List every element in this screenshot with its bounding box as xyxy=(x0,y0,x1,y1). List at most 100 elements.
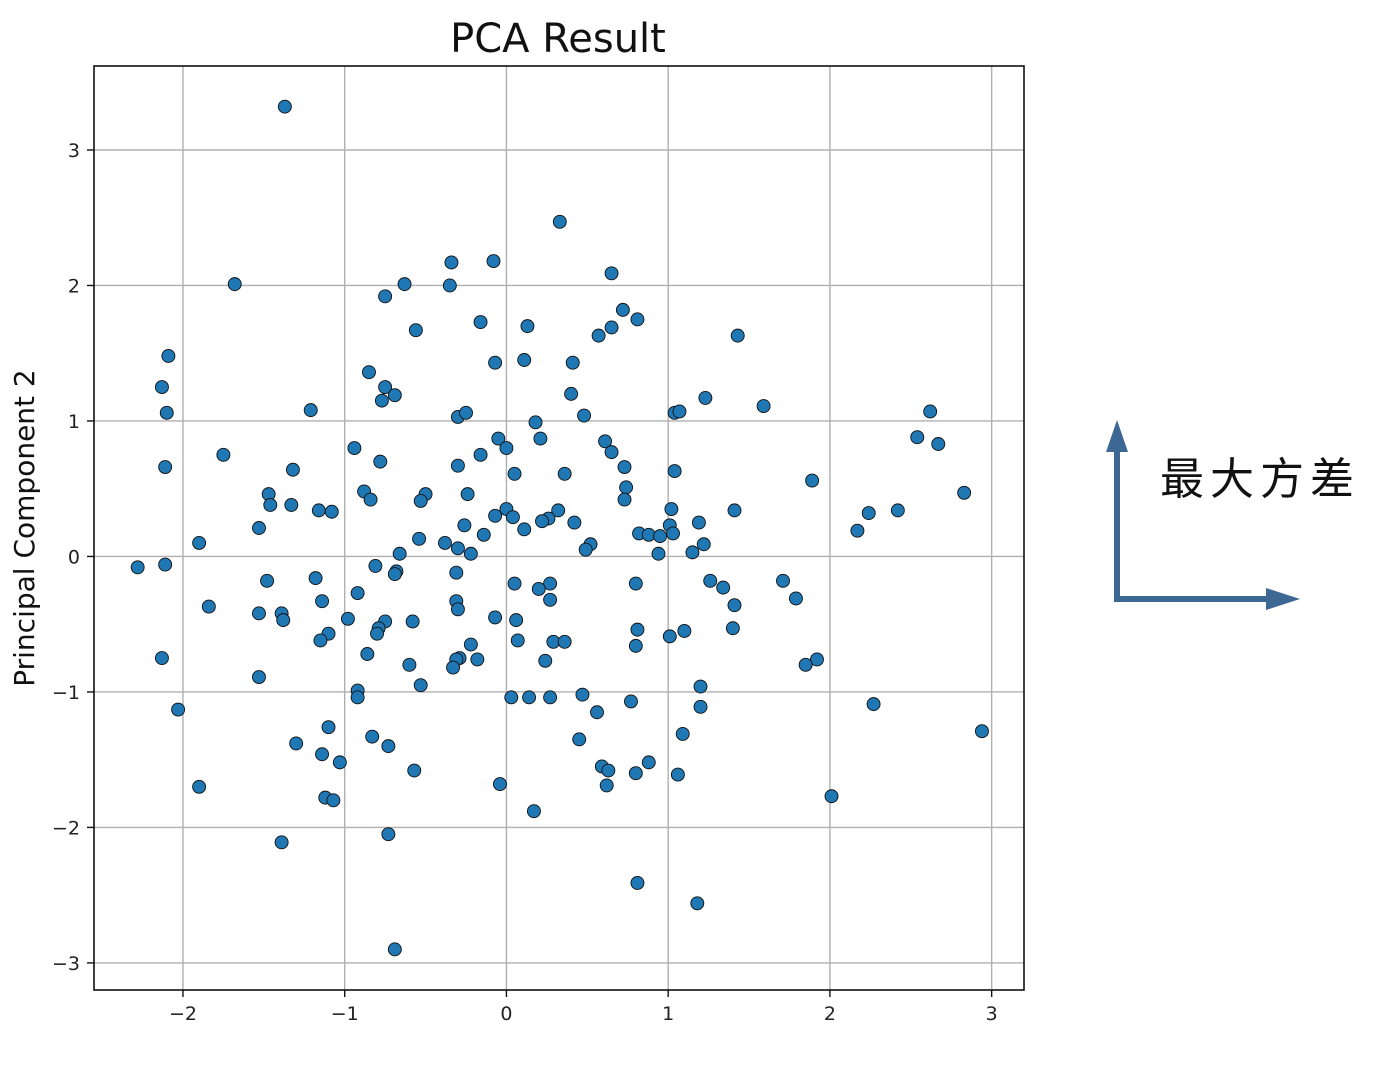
data-point xyxy=(672,404,687,419)
data-point xyxy=(407,763,422,778)
data-point xyxy=(507,466,522,481)
data-point xyxy=(628,766,643,781)
scatter-points xyxy=(130,99,989,957)
data-point xyxy=(360,647,375,661)
data-point xyxy=(528,415,543,430)
data-point xyxy=(604,445,619,460)
y-tick-label: 3 xyxy=(68,140,80,162)
data-point xyxy=(535,514,549,529)
data-point xyxy=(619,480,634,495)
data-point xyxy=(522,690,537,705)
data-point xyxy=(693,699,708,714)
data-point xyxy=(598,434,613,449)
plot-area-frame xyxy=(93,65,1025,991)
data-point xyxy=(662,629,677,644)
data-point xyxy=(866,697,881,712)
data-point xyxy=(504,690,519,705)
data-point xyxy=(824,789,839,804)
data-point xyxy=(798,657,813,672)
data-point xyxy=(599,778,614,793)
data-point xyxy=(488,508,503,523)
data-point xyxy=(405,614,420,629)
data-point xyxy=(651,546,666,561)
data-point xyxy=(727,503,742,518)
data-point xyxy=(493,777,507,792)
y-axis-ticks: −3 −2 −1 0 1 2 3 xyxy=(52,140,94,975)
data-point xyxy=(624,694,638,709)
y-axis-label: Principal Component 2 xyxy=(8,369,41,687)
data-point xyxy=(666,526,680,541)
data-point xyxy=(284,498,299,512)
data-point xyxy=(499,441,514,456)
data-point xyxy=(303,403,318,418)
data-point xyxy=(517,353,532,367)
data-point xyxy=(509,613,524,628)
data-point xyxy=(321,720,336,735)
data-point xyxy=(457,518,472,533)
y-tick-label: −2 xyxy=(52,817,80,839)
data-point xyxy=(402,657,417,672)
data-point xyxy=(470,652,485,667)
data-point xyxy=(505,510,520,525)
data-point xyxy=(727,598,742,613)
data-point xyxy=(572,732,587,747)
data-point xyxy=(703,573,718,588)
x-tick-label: 0 xyxy=(500,1003,512,1025)
data-point xyxy=(517,522,532,537)
data-point xyxy=(159,405,174,420)
data-point xyxy=(350,586,365,600)
data-point xyxy=(446,660,461,675)
data-point xyxy=(201,599,216,614)
y-tick-label: −1 xyxy=(52,682,80,704)
data-point xyxy=(575,687,590,702)
data-point xyxy=(378,380,393,395)
data-point xyxy=(392,546,407,561)
data-point xyxy=(277,99,292,114)
data-point xyxy=(615,302,630,317)
data-point xyxy=(313,633,328,648)
data-point xyxy=(543,592,558,607)
data-point xyxy=(675,726,690,741)
variance-arrow-diagram: 最大方差 xyxy=(1106,420,1354,610)
data-point xyxy=(252,521,266,535)
data-point xyxy=(324,504,339,519)
data-point xyxy=(923,404,938,419)
data-point xyxy=(590,705,604,720)
data-point xyxy=(340,611,355,626)
data-point xyxy=(130,560,145,575)
data-point xyxy=(507,576,522,591)
data-point xyxy=(463,546,478,561)
data-point xyxy=(473,315,488,330)
data-point xyxy=(730,328,745,343)
data-point xyxy=(577,408,592,423)
x-tick-label: 1 xyxy=(662,1003,674,1025)
data-point xyxy=(311,503,326,518)
data-point xyxy=(450,458,465,473)
data-point xyxy=(450,541,465,556)
up-arrowhead xyxy=(1106,420,1128,452)
data-point xyxy=(557,634,572,649)
data-point xyxy=(252,670,266,684)
data-point xyxy=(378,289,393,304)
data-point xyxy=(413,678,428,693)
data-point xyxy=(252,606,266,621)
data-point xyxy=(387,942,402,957)
data-point xyxy=(450,602,465,617)
data-point xyxy=(408,323,423,338)
data-point xyxy=(315,594,330,609)
data-point xyxy=(449,565,464,580)
data-point xyxy=(564,386,579,401)
data-point xyxy=(670,767,685,782)
data-point xyxy=(756,399,771,414)
data-point xyxy=(565,355,580,370)
data-point xyxy=(957,485,972,500)
data-point xyxy=(463,637,478,652)
data-point xyxy=(557,466,572,481)
data-point xyxy=(551,503,566,518)
data-point xyxy=(326,793,341,808)
data-point xyxy=(690,896,705,911)
chart-title: PCA Result xyxy=(450,16,666,62)
data-point xyxy=(533,431,548,446)
data-point xyxy=(641,755,656,770)
